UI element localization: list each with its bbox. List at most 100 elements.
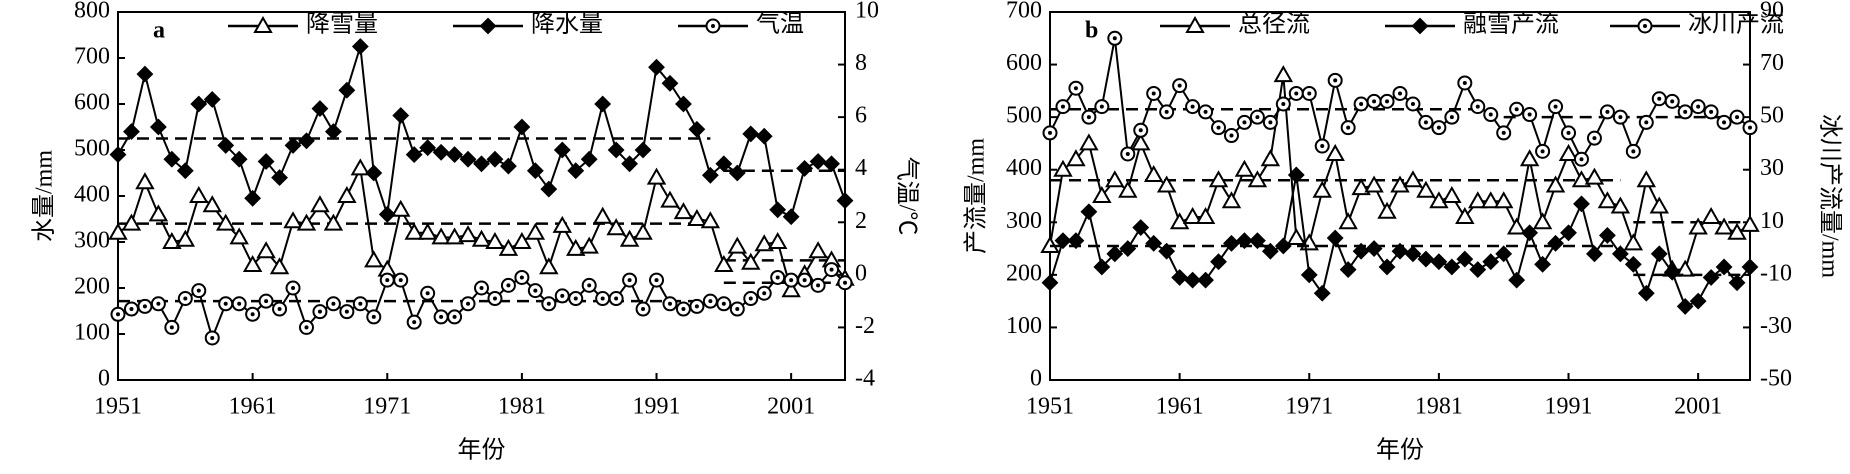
y-axis-label: 产流量/mm	[963, 138, 990, 254]
diamond-marker	[742, 125, 760, 143]
legend-label: 冰川产流	[1688, 11, 1784, 38]
diamond-marker	[782, 208, 800, 226]
circle-dot	[116, 312, 120, 317]
diamond-marker	[1663, 263, 1681, 281]
diamond-marker	[1171, 269, 1189, 286]
diamond-marker	[728, 164, 746, 182]
triangle-marker	[1169, 212, 1190, 230]
circle-dot	[816, 283, 821, 288]
triangle-marker	[1455, 207, 1475, 225]
circle-dot	[385, 278, 390, 283]
triangle-marker	[135, 172, 155, 190]
triangle-marker	[1247, 170, 1268, 188]
y2-tick-label: 0	[855, 260, 867, 286]
y2-tick-label: 30	[1760, 155, 1784, 181]
circle-dot	[519, 275, 524, 280]
diamond-marker	[1482, 253, 1500, 271]
circle-dot	[546, 301, 551, 306]
diamond-marker	[1223, 234, 1240, 252]
triangle-marker	[1636, 170, 1657, 188]
diamond-marker	[136, 65, 154, 83]
triangle-marker	[1571, 170, 1592, 188]
circle-dot	[371, 314, 376, 319]
diamond-marker	[405, 146, 423, 164]
triangle-marker	[1545, 175, 1566, 193]
triangle-marker	[1390, 175, 1410, 193]
triangle-marker	[189, 185, 209, 203]
diamond-marker	[634, 141, 652, 159]
diamond-marker	[1093, 258, 1111, 276]
circle-dot	[681, 307, 686, 312]
y-axis-label: 水量/mm	[31, 150, 58, 242]
x-tick-label: 1991	[1545, 394, 1593, 420]
triangle-marker	[673, 202, 694, 220]
diamond-marker	[607, 141, 625, 159]
diamond-marker	[675, 95, 692, 113]
circle-dot	[1553, 104, 1558, 109]
y-tick-label: 500	[1006, 103, 1042, 129]
triangle-marker	[431, 227, 451, 245]
diamond-marker	[365, 164, 383, 182]
circle-dot	[533, 288, 538, 293]
triangle-marker	[323, 213, 344, 231]
circle-dot	[425, 291, 430, 296]
circle-dot	[277, 307, 282, 312]
diamond-marker	[701, 166, 719, 184]
triangle-marker	[1675, 259, 1695, 277]
circle-dot	[223, 301, 228, 306]
diamond-marker	[284, 136, 302, 154]
circle-dot	[1488, 112, 1493, 117]
triangle-marker	[175, 229, 196, 247]
diamond-marker	[755, 127, 773, 145]
y-tick-label: 300	[1006, 208, 1042, 234]
triangle-marker	[310, 195, 330, 213]
triangle-marker	[767, 231, 788, 249]
triangle-marker	[1066, 149, 1086, 167]
triangle-marker	[1351, 178, 1371, 196]
x-tick-label: 1971	[363, 394, 411, 420]
triangle-marker	[417, 222, 438, 240]
circle-dot	[735, 307, 740, 312]
circle-dot	[1281, 102, 1286, 106]
triangle-marker	[1597, 191, 1618, 209]
circle-dot	[614, 296, 619, 301]
legend-marker	[253, 15, 273, 33]
diamond-marker	[1702, 269, 1720, 286]
legend-marker	[1411, 17, 1429, 35]
circle-dot	[708, 299, 713, 304]
circle-dot	[667, 301, 672, 306]
diamond-marker	[473, 155, 490, 173]
triangle-marker	[1416, 180, 1436, 198]
diamond-marker	[392, 107, 410, 124]
circle-dot	[1579, 157, 1584, 162]
triangle-marker	[714, 254, 734, 272]
triangle-marker	[1105, 170, 1125, 188]
diamond-marker	[594, 95, 612, 113]
diamond-marker	[1236, 232, 1253, 250]
diamond-marker	[244, 189, 262, 207]
y2-tick-label: 10	[1760, 208, 1784, 234]
circle-dot	[1449, 115, 1454, 120]
triangle-marker	[471, 229, 492, 247]
circle-dot	[331, 301, 336, 306]
diamond-marker	[1741, 258, 1759, 276]
triangle-marker	[1182, 207, 1203, 225]
y-tick-label: 700	[1006, 0, 1042, 24]
triangle-marker	[1234, 159, 1255, 177]
diamond-marker	[486, 150, 504, 168]
diamond-marker	[1637, 284, 1655, 302]
diamond-marker	[1106, 245, 1124, 263]
circle-dot	[1048, 130, 1052, 135]
y-tick-label: 400	[1006, 155, 1042, 181]
circle-dot	[1138, 128, 1143, 133]
triangle-marker	[242, 254, 263, 272]
triangle-marker	[202, 195, 222, 213]
y2-tick-label: -2	[855, 313, 875, 339]
legend-label: 总径流	[1238, 11, 1310, 38]
circle-dot	[1346, 125, 1351, 130]
diamond-marker	[176, 162, 194, 180]
triangle-marker	[1649, 196, 1669, 214]
triangle-marker	[633, 222, 653, 240]
circle-dot	[775, 275, 780, 280]
